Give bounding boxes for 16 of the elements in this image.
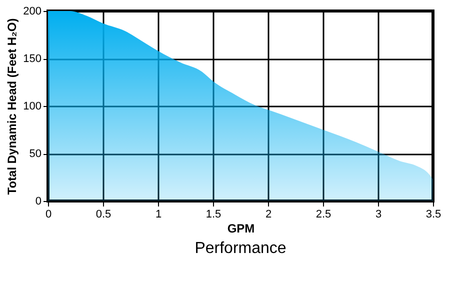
- y-tick-label: 100: [23, 100, 42, 112]
- x-tick-label: 2.5: [316, 208, 332, 220]
- x-tick-label: 1: [155, 208, 162, 220]
- y-tick-label: 50: [29, 148, 42, 160]
- y-tick-label: 200: [23, 6, 42, 18]
- x-tick-label: 0: [45, 208, 52, 220]
- x-tick-label: 2: [265, 208, 272, 220]
- y-tick-label: 150: [23, 53, 42, 65]
- text: Performance: [194, 240, 286, 257]
- x-tick-label: 3.5: [426, 208, 442, 220]
- x-tick-label: 1.5: [206, 208, 222, 220]
- x-axis-title: GPM: [227, 222, 255, 236]
- x-tick-label: 3: [375, 208, 382, 220]
- y-axis-title: Total Dynamic Head (Feet H₂O): [5, 18, 20, 195]
- y-tick-label: 0: [35, 196, 42, 208]
- x-tick-label: 0.5: [96, 208, 112, 220]
